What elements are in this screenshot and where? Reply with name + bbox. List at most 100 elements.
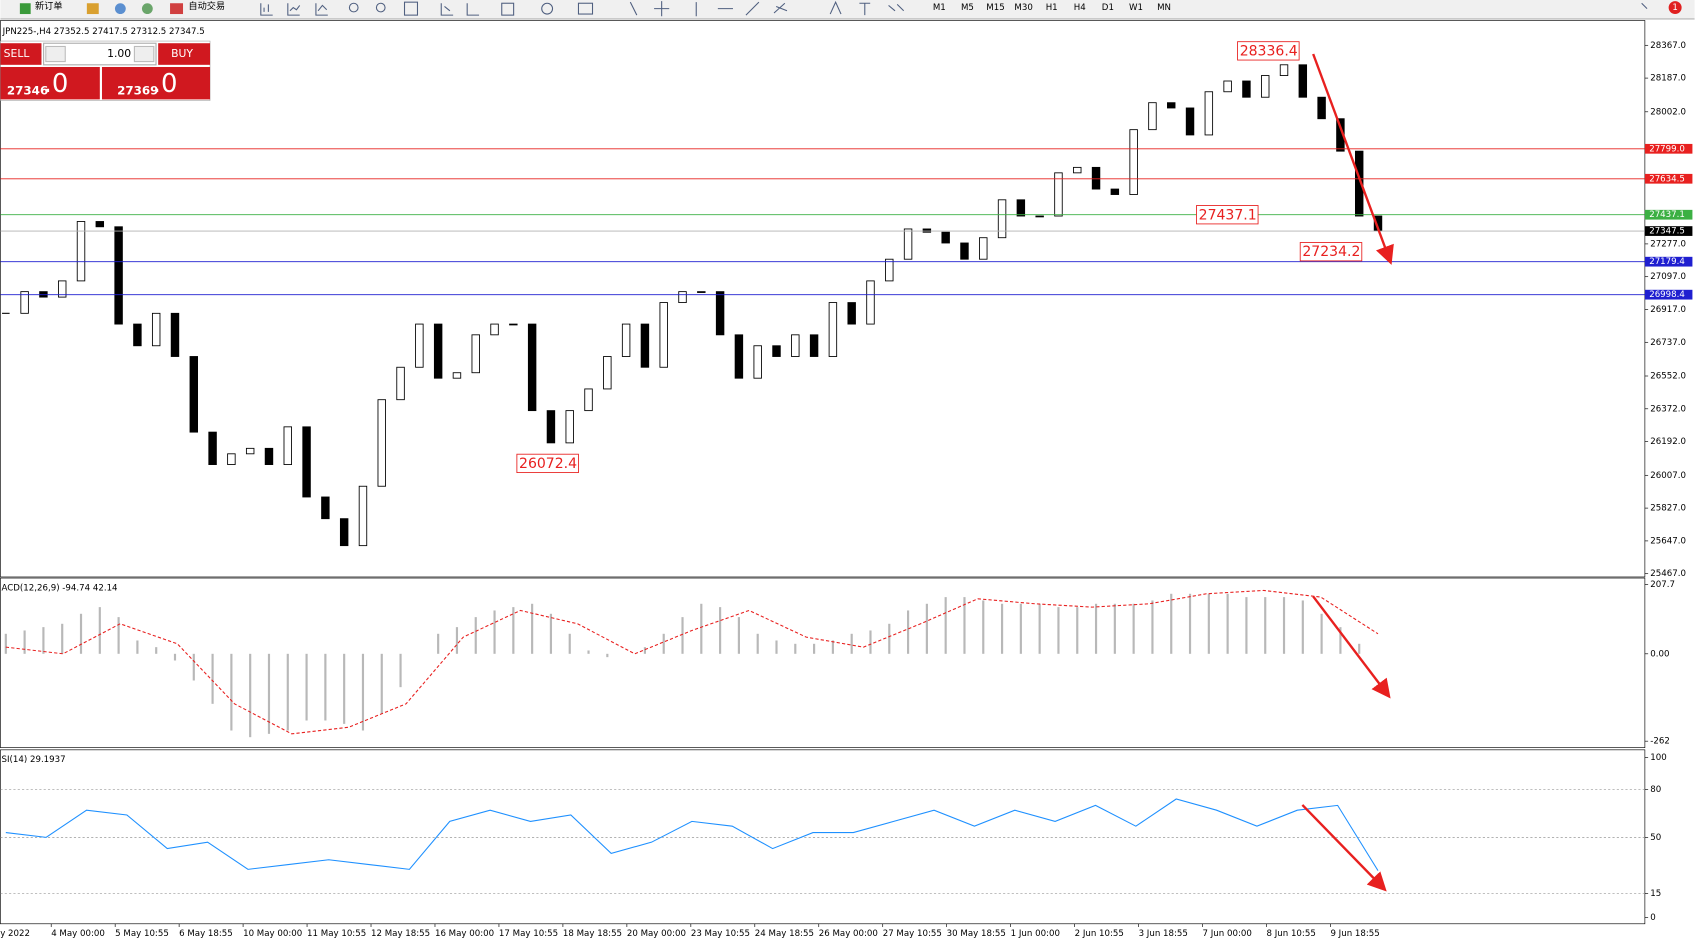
timeframe-button[interactable]: M1 <box>933 3 946 13</box>
macd-bar <box>794 643 797 654</box>
candle <box>960 242 969 260</box>
candle <box>208 431 217 465</box>
level-tag-label: 26998.4 <box>1649 290 1685 300</box>
candle <box>377 399 386 487</box>
lots-down[interactable] <box>45 45 66 63</box>
toolbar-icon[interactable] <box>86 3 99 15</box>
candle <box>1073 166 1082 174</box>
candle <box>1110 188 1120 195</box>
timeframe-button[interactable]: M30 <box>1014 3 1032 13</box>
candle <box>114 226 123 325</box>
macd-bar <box>286 653 289 731</box>
auto-trading-button[interactable]: 自动交易 <box>188 0 225 12</box>
toolbar-icon[interactable] <box>114 3 126 15</box>
indicator-title: ACD(12,26,9) -94.74 42.14 <box>2 583 118 593</box>
notification-badge[interactable] <box>1668 1 1682 15</box>
level-tag-label: 27437.1 <box>1649 210 1685 220</box>
x-tick-label: 11 May 10:55 <box>307 929 366 939</box>
candle <box>640 323 650 368</box>
candle <box>621 323 631 357</box>
candle <box>170 312 180 357</box>
candle <box>922 228 932 233</box>
candle <box>1298 64 1308 98</box>
notification-count: 1 <box>1672 3 1678 13</box>
macd-bar <box>192 653 195 681</box>
macd-bar <box>4 633 7 654</box>
macd-bar <box>1264 597 1267 654</box>
candle <box>76 221 86 282</box>
new-order-icon[interactable] <box>19 3 31 15</box>
rsi-line <box>5 798 1379 871</box>
y-tick-label: 28187.0 <box>1650 74 1686 84</box>
y-tick-label: 25827.0 <box>1650 504 1686 514</box>
chart-header: JPN225-,H4 27352.5 27417.5 27312.5 27347… <box>2 27 205 37</box>
new-order-button[interactable]: 新订单 <box>35 0 63 12</box>
x-tick-label: May 2022 <box>0 929 30 939</box>
macd-bar <box>173 653 177 661</box>
auto-trading-icon[interactable] <box>170 3 184 15</box>
buy-button[interactable] <box>158 43 211 65</box>
timeframe-button[interactable]: H1 <box>1046 3 1058 13</box>
macd-bar <box>1151 600 1154 654</box>
buy-price-box[interactable] <box>101 66 211 100</box>
macd-bar <box>343 653 346 724</box>
candle <box>358 485 368 547</box>
macd-bar <box>1188 593 1192 654</box>
macd-bar <box>361 653 365 731</box>
timeframe-button[interactable]: H4 <box>1074 3 1086 13</box>
price-annotation: 28336.4 <box>1240 43 1298 59</box>
y-tick-label: 28002.0 <box>1650 107 1686 117</box>
x-tick-label: 23 May 10:55 <box>691 929 750 939</box>
timeframe-button[interactable]: M15 <box>986 3 1004 13</box>
lots-input[interactable] <box>43 42 157 66</box>
macd-bar <box>512 607 515 654</box>
macd-bar <box>1170 593 1173 654</box>
toolbar-icon[interactable] <box>141 3 153 15</box>
timeframe-button[interactable]: D1 <box>1102 3 1114 13</box>
lots-up[interactable] <box>133 45 155 63</box>
macd-bar <box>61 623 64 654</box>
buy-label[interactable]: BUY <box>171 47 193 60</box>
macd-bar <box>1057 607 1060 654</box>
level-tag <box>1644 226 1693 236</box>
timeframe-button[interactable]: M5 <box>961 3 974 13</box>
candle <box>1261 75 1270 98</box>
sell-label[interactable]: SELL <box>4 47 30 60</box>
price-annotation: 26072.4 <box>519 456 577 472</box>
y-tick-label: 100 <box>1650 753 1666 763</box>
candle <box>57 280 67 298</box>
macd-bar <box>437 633 440 654</box>
macd-bar <box>606 653 609 658</box>
candle <box>189 356 199 433</box>
macd-bar <box>643 647 647 654</box>
timeframe-button[interactable]: MN <box>1157 3 1171 13</box>
sell-price-box[interactable] <box>0 66 100 100</box>
y-tick-label: 28367.0 <box>1650 41 1686 51</box>
level-tag-label: 27799.0 <box>1649 144 1685 154</box>
macd-bar <box>549 613 553 654</box>
macd-bar <box>700 603 703 654</box>
candle <box>997 199 1007 239</box>
macd-bar <box>681 617 684 654</box>
candle <box>133 323 142 347</box>
macd-bar <box>399 653 402 688</box>
y-tick-label: 207.7 <box>1650 580 1675 590</box>
lots-value[interactable]: 1.00 <box>107 47 131 60</box>
level-tag-label: 27634.5 <box>1649 174 1685 184</box>
x-tick-label: 17 May 10:55 <box>499 929 558 939</box>
macd-bar <box>813 643 816 654</box>
timeframe-button[interactable]: W1 <box>1129 3 1143 13</box>
macd-pane <box>0 577 1646 749</box>
macd-bar <box>230 653 233 731</box>
candle <box>527 323 537 412</box>
candle <box>1091 166 1101 190</box>
time-axis: May 2022 4 May 00:00 5 May 10:55 6 May 18:5… <box>0 923 1380 939</box>
candle <box>302 426 311 498</box>
trend-arrows <box>1301 53 1394 892</box>
sell-button[interactable] <box>0 43 42 65</box>
y-tick-label: 50 <box>1650 833 1661 843</box>
candle <box>1167 102 1176 109</box>
candle <box>1204 91 1214 136</box>
level-tag-label: 27179.4 <box>1649 257 1685 267</box>
macd-bar <box>305 653 308 721</box>
